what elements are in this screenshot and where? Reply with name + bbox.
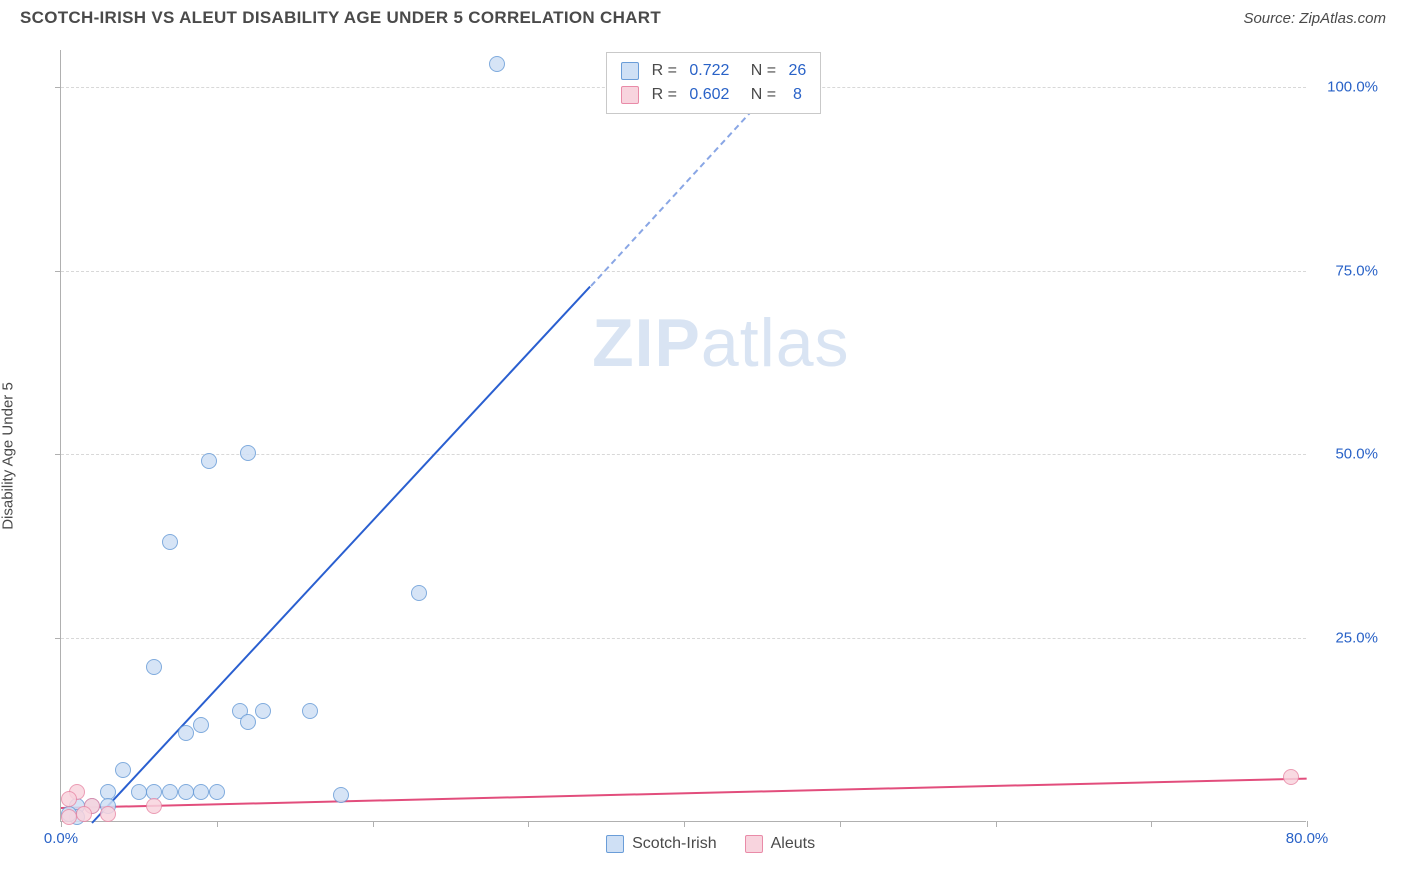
- series-swatch: [621, 86, 639, 104]
- data-point: [146, 659, 162, 675]
- trend-line: [61, 778, 1307, 809]
- data-point: [61, 791, 77, 807]
- data-point: [146, 784, 162, 800]
- r-value: 0.722: [689, 59, 729, 83]
- legend-swatch: [606, 835, 624, 853]
- x-tick-mark: [1307, 821, 1308, 827]
- legend-item: Scotch-Irish: [606, 835, 716, 853]
- data-point: [178, 725, 194, 741]
- y-tick-mark: [55, 454, 61, 455]
- watermark-atlas: atlas: [701, 305, 850, 381]
- chart-source: Source: ZipAtlas.com: [1243, 10, 1386, 27]
- y-tick-label: 75.0%: [1335, 262, 1378, 279]
- data-point: [131, 784, 147, 800]
- correlation-row: R = 0.722 N = 26: [621, 59, 806, 83]
- x-tick-mark: [1151, 821, 1152, 827]
- x-tick-label: 0.0%: [44, 830, 78, 847]
- legend-swatch: [745, 835, 763, 853]
- data-point: [146, 798, 162, 814]
- data-point: [240, 714, 256, 730]
- y-tick-label: 100.0%: [1327, 78, 1378, 95]
- data-point: [489, 56, 505, 72]
- y-tick-mark: [55, 87, 61, 88]
- y-tick-label: 25.0%: [1335, 630, 1378, 647]
- series-swatch: [621, 62, 639, 80]
- y-axis-label: Disability Age Under 5: [0, 382, 17, 530]
- data-point: [115, 762, 131, 778]
- gridline: [61, 271, 1306, 272]
- x-tick-mark: [217, 821, 218, 827]
- data-point: [1283, 769, 1299, 785]
- y-tick-label: 50.0%: [1335, 446, 1378, 463]
- gridline: [61, 638, 1306, 639]
- correlation-info-box: R = 0.722 N = 26 R = 0.602 N = 8: [606, 52, 821, 114]
- x-tick-mark: [373, 821, 374, 827]
- data-point: [201, 453, 217, 469]
- x-tick-mark: [840, 821, 841, 827]
- data-point: [302, 703, 318, 719]
- legend: Scotch-Irish Aleuts: [606, 835, 815, 853]
- chart-title: SCOTCH-IRISH VS ALEUT DISABILITY AGE UND…: [20, 8, 661, 28]
- x-tick-mark: [996, 821, 997, 827]
- x-tick-mark: [684, 821, 685, 827]
- plot-area: ZIPatlas 25.0%50.0%75.0%100.0%0.0%80.0% …: [60, 50, 1306, 822]
- data-point: [162, 534, 178, 550]
- data-point: [193, 784, 209, 800]
- data-point: [240, 445, 256, 461]
- data-point: [255, 703, 271, 719]
- data-point: [76, 806, 92, 822]
- watermark: ZIPatlas: [592, 304, 849, 382]
- correlation-row: R = 0.602 N = 8: [621, 83, 806, 107]
- data-point: [100, 784, 116, 800]
- data-point: [162, 784, 178, 800]
- n-value: 8: [789, 83, 802, 107]
- data-point: [178, 784, 194, 800]
- data-point: [209, 784, 225, 800]
- data-point: [193, 717, 209, 733]
- y-tick-mark: [55, 271, 61, 272]
- y-tick-mark: [55, 638, 61, 639]
- data-point: [411, 585, 427, 601]
- r-value: 0.602: [689, 83, 729, 107]
- chart-header: SCOTCH-IRISH VS ALEUT DISABILITY AGE UND…: [0, 0, 1406, 32]
- x-tick-label: 80.0%: [1286, 830, 1329, 847]
- legend-label: Scotch-Irish: [632, 835, 716, 853]
- trend-line: [91, 286, 591, 824]
- data-point: [333, 787, 349, 803]
- watermark-zip: ZIP: [592, 305, 701, 381]
- n-value: 26: [789, 59, 807, 83]
- legend-label: Aleuts: [771, 835, 815, 853]
- data-point: [100, 806, 116, 822]
- legend-item: Aleuts: [745, 835, 815, 853]
- x-tick-mark: [528, 821, 529, 827]
- data-point: [61, 809, 77, 825]
- chart-container: Disability Age Under 5 ZIPatlas 25.0%50.…: [20, 40, 1386, 872]
